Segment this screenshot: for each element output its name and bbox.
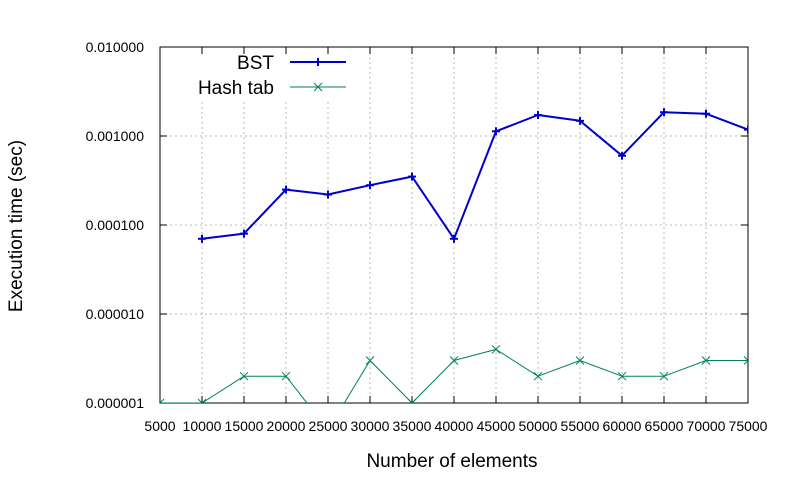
x-tick-label: 55000 [561,418,600,434]
y-tick-label: 0.010000 [86,39,145,55]
y-axis: 0.000001 0.000010 0.000100 0.001000 0.010000 [86,39,748,411]
y-tick-label: 0.001000 [86,128,145,144]
data-point-hash-tab [197,398,203,403]
x-tick-label: 40000 [435,418,474,434]
data-point-hash-tab [575,356,585,365]
x-tick-label: 75000 [729,418,768,434]
x-tick-label: 15000 [225,418,264,434]
data-point-hash-tab [701,356,711,365]
data-point-hash-tab [407,398,413,403]
data-point-hash-tab [743,359,748,365]
grid [160,47,748,403]
data-point-hash-tab [743,356,748,362]
y-tick-label: 0.000100 [86,217,145,233]
y-tick-label: 0.000010 [86,306,145,322]
y-tick-label: 0.000001 [86,395,145,411]
y-axis-title: Execution time (sec) [6,140,27,312]
x-tick-label: 65000 [645,418,684,434]
data-point-hash-tab [491,345,501,354]
x-tick-label: 20000 [267,418,306,434]
data-point-hash-tab [365,356,375,365]
data-point-hash-tab [617,371,627,381]
series-bst [198,108,748,243]
x-tick-label: 35000 [393,418,432,434]
x-tick-label: 30000 [351,418,390,434]
legend-background [162,49,352,101]
x-tick-label: 70000 [687,418,726,434]
legend-label-hash-tab: Hash tab [198,78,274,99]
series-hash-tab [160,345,748,403]
x-tick-label: 50000 [519,418,558,434]
data-point-hash-tab [533,371,543,381]
data-point-hash-tab [449,356,459,365]
x-tick-label: 5000 [144,418,175,434]
x-axis: 5000 10000 15000 20000 25000 30000 35000 40000 4… [144,47,768,434]
data-point-hash-tab [411,398,417,403]
legend: BST Hash tab [198,53,346,99]
data-point-hash-tab [659,371,669,381]
series-layer [160,108,748,403]
data-point-hash-tab [239,371,249,381]
legend-marker-hash-tab [313,82,323,92]
x-tick-label: 10000 [183,418,222,434]
x-tick-label: 60000 [603,418,642,434]
data-point-hash-tab [201,398,207,403]
legend-label-bst: BST [237,53,274,74]
data-point-hash-tab [281,371,291,381]
data-point-hash-tab [160,398,165,403]
x-tick-label: 45000 [477,418,516,434]
series-line-bst [201,111,748,240]
x-tick-label: 25000 [309,418,348,434]
x-axis-title: Number of elements [366,451,537,472]
